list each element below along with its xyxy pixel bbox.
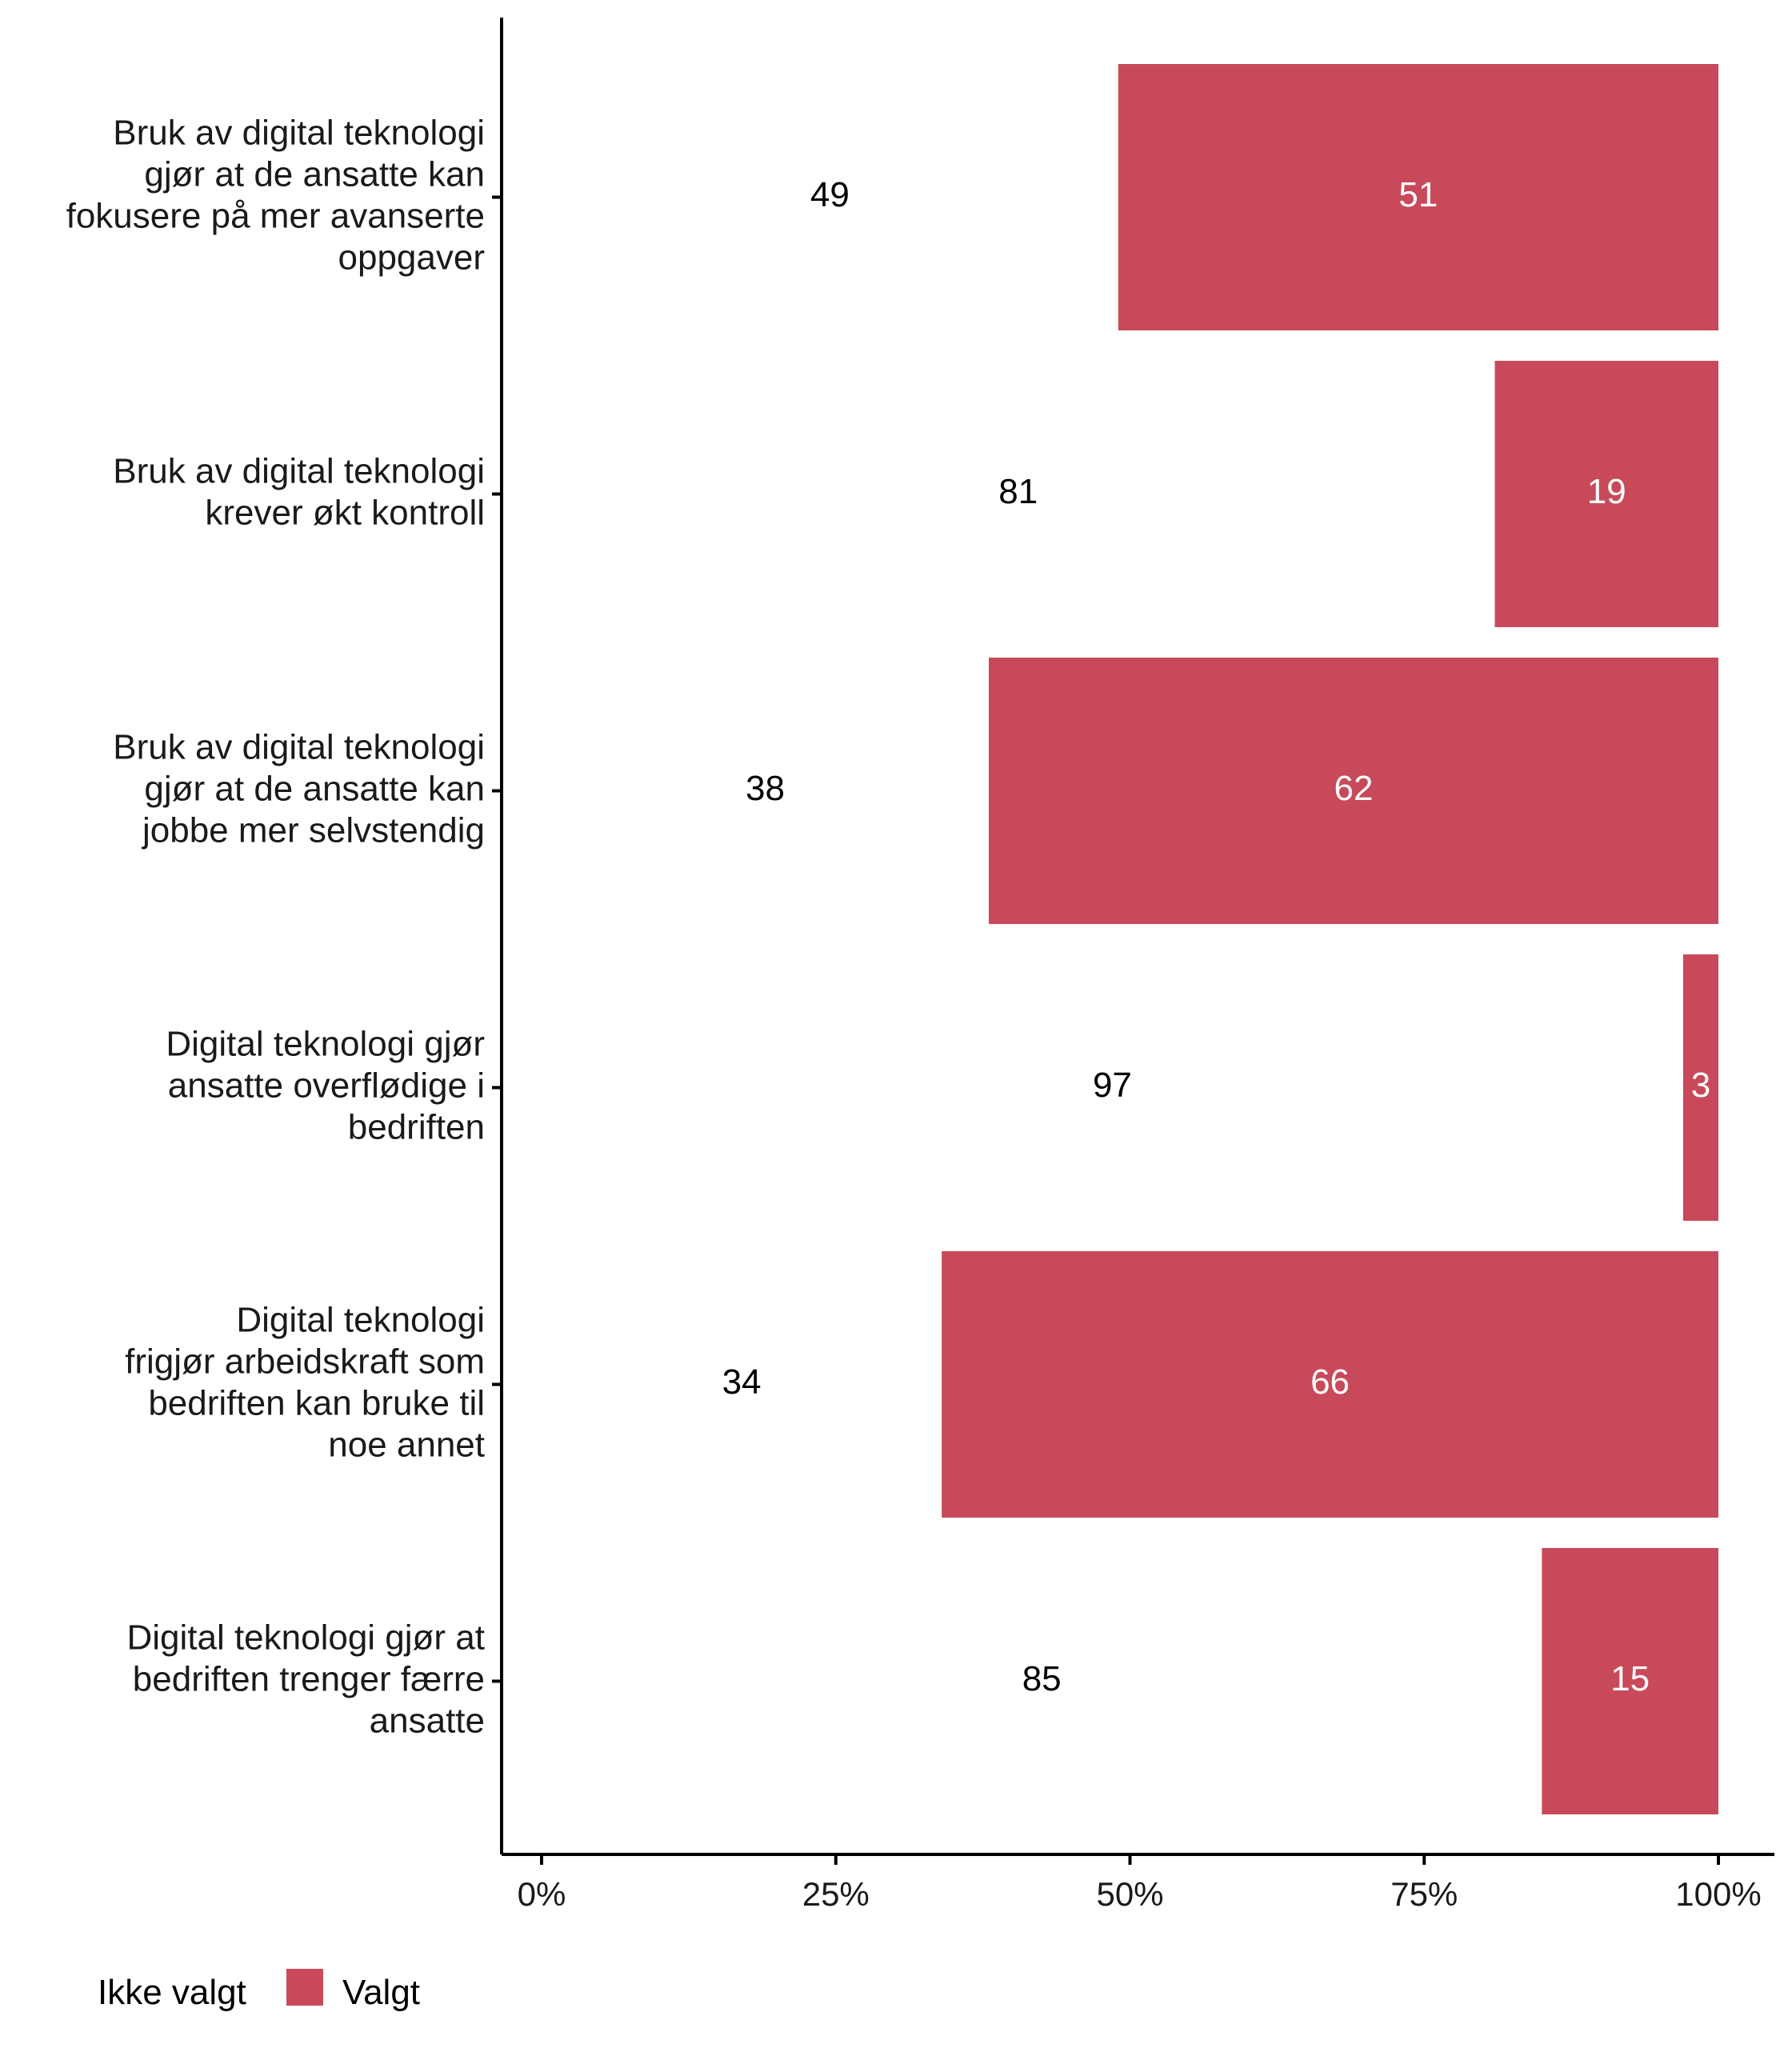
bar-valgt-2	[988, 658, 1718, 924]
data-label-valgt-3: 3	[1691, 1066, 1710, 1105]
legend-label-ikke-valgt: Ikke valgt	[98, 1973, 246, 2012]
legend-swatch-valgt	[286, 1969, 323, 2006]
legend: Ikke valgt Valgt	[98, 1969, 420, 2012]
category-label-5: Digital teknologi gjør at bedriften treng…	[126, 1618, 485, 1740]
data-label-valgt-4: 66	[1310, 1362, 1350, 1402]
x-axis-ticks: 0% 25% 50% 75% 100%	[518, 1854, 1762, 1913]
data-label-ikke-valgt-0: 49	[810, 175, 850, 214]
x-tick-label-2: 50%	[1096, 1875, 1163, 1913]
category-label-3: Digital teknologi gjør ansatte overflødig…	[166, 1024, 485, 1146]
legend-label-valgt: Valgt	[342, 1973, 420, 2012]
x-tick-label-3: 75%	[1390, 1875, 1458, 1913]
category-label-4: Digital teknologi frigjør arbeidskraft so…	[125, 1300, 485, 1464]
bar-valgt-4	[942, 1251, 1718, 1518]
bar-valgt-5	[1542, 1548, 1718, 1814]
x-tick-label-4: 100%	[1675, 1875, 1761, 1913]
data-label-ikke-valgt-5: 85	[1022, 1659, 1062, 1698]
category-label-1: Bruk av digital teknologi krever økt kont…	[113, 451, 485, 532]
data-label-valgt-2: 62	[1334, 769, 1374, 808]
x-tick-label-0: 0%	[518, 1875, 566, 1913]
data-label-valgt-1: 19	[1587, 472, 1626, 511]
bars-layer: 49 51 81 19 38 62 97 3 34 66 85 15	[722, 64, 1718, 1814]
bar-valgt-0	[1118, 64, 1718, 330]
category-label-2: Bruk av digital teknologi gjør at de ansa…	[113, 727, 485, 850]
data-label-ikke-valgt-1: 81	[998, 472, 1038, 511]
data-label-ikke-valgt-3: 97	[1093, 1066, 1132, 1105]
category-labels: Bruk av digital teknologi gjør at de ansa…	[66, 113, 485, 1740]
data-label-valgt-0: 51	[1398, 175, 1438, 214]
x-tick-label-1: 25%	[802, 1875, 870, 1913]
bar-valgt-1	[1494, 361, 1718, 627]
data-label-ikke-valgt-4: 34	[722, 1362, 762, 1402]
data-label-valgt-5: 15	[1610, 1659, 1650, 1698]
bar-valgt-3	[1682, 954, 1718, 1221]
category-label-0: Bruk av digital teknologi gjør at de ansa…	[66, 113, 485, 277]
data-label-ikke-valgt-2: 38	[746, 769, 785, 808]
